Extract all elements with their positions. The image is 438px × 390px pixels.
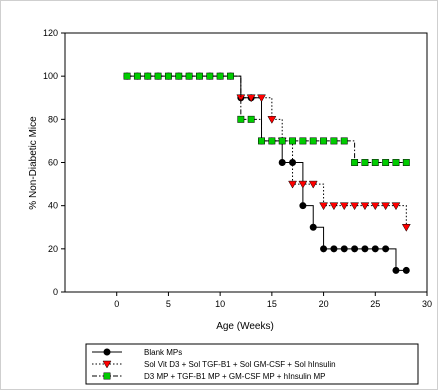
data-point xyxy=(340,137,348,145)
data-point xyxy=(371,245,379,253)
data-point xyxy=(175,72,183,80)
data-point xyxy=(339,202,349,211)
data-point xyxy=(227,72,234,80)
y-tick-label: 40 xyxy=(48,201,58,211)
data-point xyxy=(381,202,391,211)
data-point xyxy=(133,72,141,80)
x-tick-label: 30 xyxy=(422,299,432,309)
data-point xyxy=(330,137,338,145)
data-point xyxy=(340,245,348,253)
legend-item: D3 MP + TGF-B1 MP + GM-CSF MP + hInsulin… xyxy=(92,372,325,381)
data-point xyxy=(144,72,152,80)
data-point xyxy=(196,72,203,80)
data-point xyxy=(392,266,400,274)
data-point xyxy=(382,159,390,166)
x-tick-label: 25 xyxy=(370,299,380,309)
data-point xyxy=(299,202,307,210)
data-point xyxy=(278,159,286,167)
x-tick-label: 5 xyxy=(166,299,171,309)
data-point xyxy=(237,115,245,123)
data-point xyxy=(402,159,410,166)
series-1 xyxy=(123,72,410,274)
data-point xyxy=(351,245,359,253)
data-point xyxy=(185,72,193,80)
data-point xyxy=(206,72,214,80)
x-tick-label: 20 xyxy=(319,299,329,309)
y-tick-label: 0 xyxy=(53,287,58,297)
data-point xyxy=(319,202,329,211)
x-tick-label: 15 xyxy=(267,299,277,309)
legend-item: Blank MPs xyxy=(92,348,182,357)
x-tick-label: 10 xyxy=(215,299,225,309)
data-point xyxy=(320,245,328,253)
data-point xyxy=(309,137,317,145)
x-axis-title: Age (Weeks) xyxy=(216,321,274,332)
data-point xyxy=(298,180,308,189)
data-point xyxy=(257,94,266,103)
data-point xyxy=(236,94,246,103)
legend-marker xyxy=(103,348,111,356)
data-point xyxy=(258,137,265,145)
legend-box xyxy=(85,343,419,385)
legend-item: Sol Vit D3 + Sol TGF-B1 + Sol GM-CSF + S… xyxy=(92,360,336,369)
legend-marker xyxy=(102,360,112,369)
data-point xyxy=(247,115,255,123)
data-point xyxy=(123,72,131,80)
data-point xyxy=(308,180,318,189)
y-tick-label: 60 xyxy=(48,158,58,168)
legend-label: D3 MP + TGF-B1 MP + GM-CSF MP + hInsulin… xyxy=(144,372,325,381)
legend: Blank MPs Sol Vit D3 + Sol TGF-B1 + Sol G… xyxy=(85,343,419,385)
data-point xyxy=(402,266,410,274)
legend-label: Blank MPs xyxy=(144,348,182,357)
axes: 0 5 10 15 20 25 30 0 20 40 60 80 100 120 xyxy=(43,28,432,309)
data-point xyxy=(267,116,277,124)
data-point xyxy=(361,159,369,166)
data-point xyxy=(329,202,339,211)
series-3 xyxy=(123,72,410,166)
data-point xyxy=(288,180,297,189)
y-tick-label: 100 xyxy=(43,71,58,81)
data-point xyxy=(299,137,307,145)
y-axis-title: % Non-Diabetic Mice xyxy=(28,116,39,210)
data-point xyxy=(154,72,162,80)
data-point xyxy=(289,137,296,145)
data-point xyxy=(391,202,401,211)
data-point xyxy=(164,72,172,80)
series-line xyxy=(127,75,407,271)
legend-label: Sol Vit D3 + Sol TGF-B1 + Sol GM-CSF + S… xyxy=(144,360,336,369)
legend-marker xyxy=(103,372,111,380)
y-tick-label: 20 xyxy=(48,244,58,254)
data-point xyxy=(401,224,411,232)
data-point xyxy=(278,137,286,145)
data-point xyxy=(351,159,359,166)
data-point xyxy=(382,245,390,253)
series-line xyxy=(127,75,407,163)
data-point xyxy=(268,137,276,145)
data-point xyxy=(392,159,400,166)
data-point xyxy=(309,223,317,231)
y-tick-label: 80 xyxy=(48,114,58,124)
y-tick-label: 120 xyxy=(43,28,58,38)
data-point xyxy=(330,245,338,253)
data-point xyxy=(360,202,370,211)
data-point xyxy=(246,94,256,103)
data-point xyxy=(370,202,380,211)
data-point xyxy=(361,245,369,253)
data-point xyxy=(320,137,328,145)
x-tick-label: 0 xyxy=(114,299,119,309)
data-point xyxy=(350,202,360,211)
data-point xyxy=(216,72,224,80)
series-layer xyxy=(123,72,411,274)
data-point xyxy=(371,159,379,166)
